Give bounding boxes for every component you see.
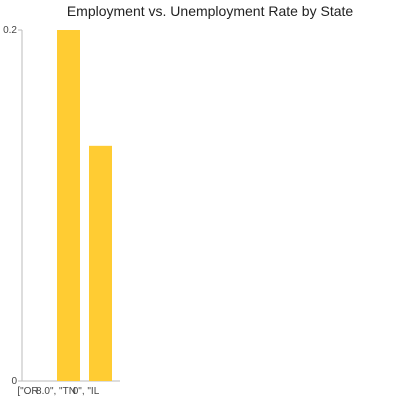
chart-title: Employment vs. Unemployment Rate by Stat… [67, 3, 354, 19]
x-tick-label: ["OR [17, 386, 38, 397]
x-tick-label: 0", "IL [73, 386, 100, 397]
y-axis-ticks: 00.2 [3, 25, 22, 387]
bar [57, 30, 80, 381]
x-axis-ticks: ["OR8.0", "TN0", "IL [17, 386, 99, 397]
bars [57, 30, 112, 381]
y-tick-label: 0.2 [3, 25, 17, 36]
x-tick-label: 8.0", "TN [36, 386, 76, 397]
y-tick-label: 0 [11, 376, 17, 387]
bar [89, 145, 112, 381]
